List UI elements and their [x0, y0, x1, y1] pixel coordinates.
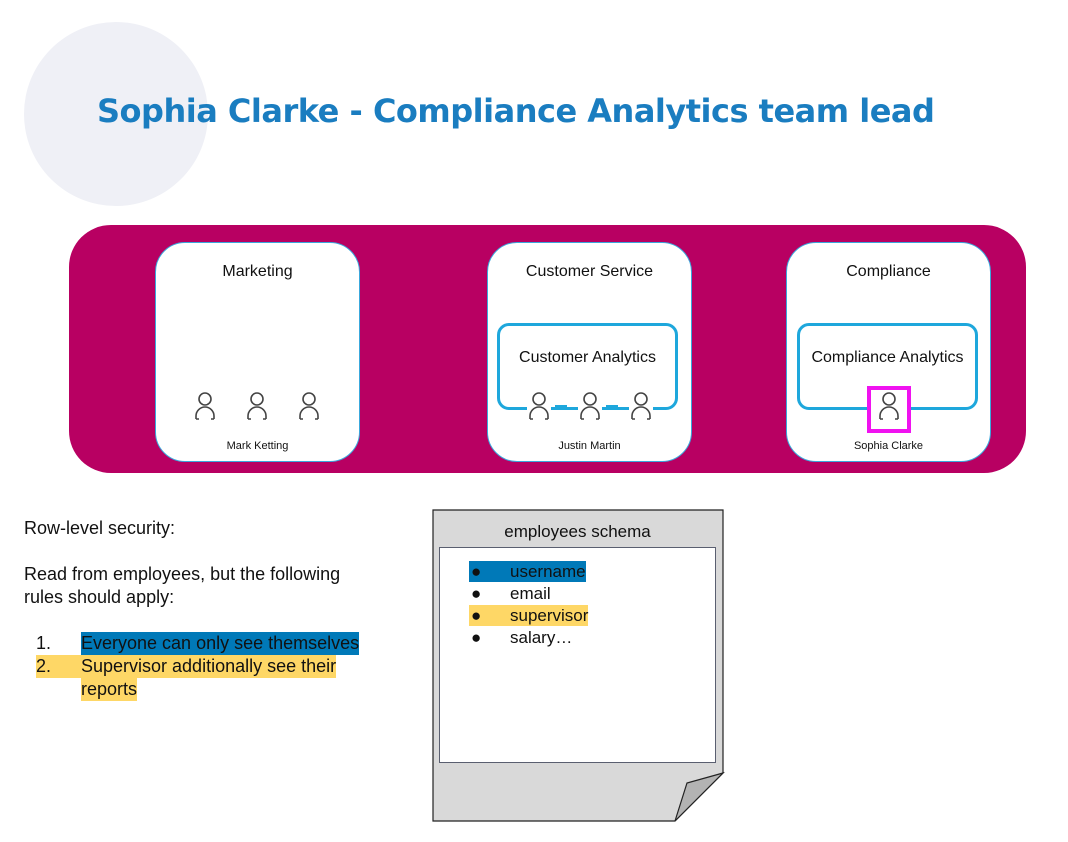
schema-field-salary: ● salary…	[471, 628, 573, 647]
rule-text-continued: reports	[81, 678, 138, 701]
field-name: username	[510, 562, 586, 581]
schema-field-username: ● username	[469, 561, 586, 582]
schema-title: employees schema	[504, 522, 651, 541]
schema-field-supervisor: ● supervisor	[469, 605, 589, 626]
decorative-circle	[24, 22, 208, 206]
department-title: Compliance	[846, 263, 931, 280]
person-icon	[527, 391, 551, 421]
team-connector	[555, 405, 567, 408]
team-connector	[606, 405, 618, 408]
rule-number: 1.	[36, 633, 52, 653]
department-customer-service: Customer Service Customer Analytics Just…	[487, 242, 692, 462]
page-title: Sophia Clarke - Compliance Analytics tea…	[97, 92, 935, 130]
department-title: Customer Service	[525, 263, 654, 280]
person-icon	[297, 391, 321, 421]
rule-number: 2.	[36, 655, 81, 678]
person-icon	[578, 391, 602, 421]
notes-intro-line1: Read from employees, but the following	[24, 564, 341, 584]
person-icon	[193, 391, 217, 421]
schema-field-list: ● username ● email ● supervisor ● salary…	[439, 547, 716, 763]
rule-text: Everyone can only see themselves	[81, 632, 360, 655]
person-icon	[245, 391, 269, 421]
department-lead: Mark Ketting	[226, 440, 289, 452]
field-name: salary…	[510, 628, 573, 647]
rule-text: Supervisor additionally see their	[81, 655, 337, 678]
person-icon	[877, 391, 901, 421]
field-name: email	[510, 584, 551, 603]
notes-heading: Row-level security:	[24, 518, 176, 538]
team-title: Compliance Analytics	[811, 349, 964, 366]
team-title: Customer Analytics	[519, 349, 656, 366]
department-lead: Sophia Clarke	[853, 440, 924, 452]
department-marketing: Marketing Mark Ketting	[155, 242, 360, 462]
department-title: Marketing	[222, 263, 293, 280]
field-name: supervisor	[510, 606, 589, 625]
notes-intro-line2: rules should apply:	[24, 587, 175, 607]
department-lead: Justin Martin	[558, 440, 621, 452]
department-compliance: Compliance Compliance Analytics Sophia C…	[786, 242, 991, 462]
schema-field-email: ● email	[471, 584, 551, 603]
person-icon	[629, 391, 653, 421]
